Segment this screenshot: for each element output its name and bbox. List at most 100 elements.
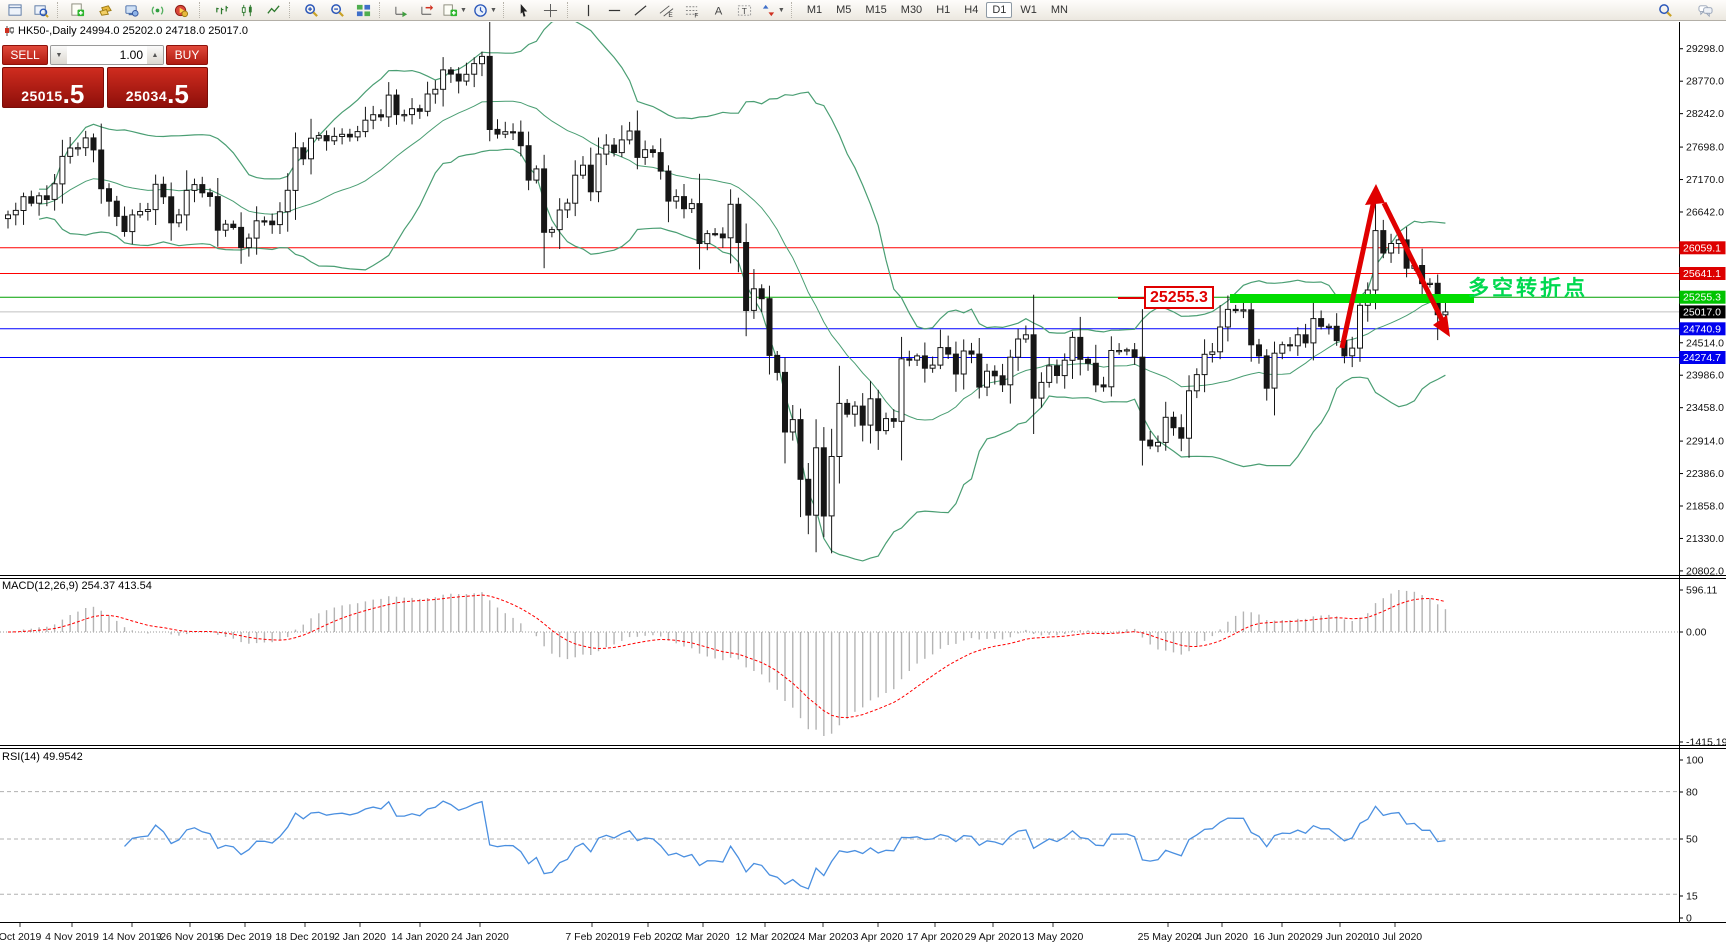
svg-text:23986.0: 23986.0: [1686, 370, 1724, 382]
volume-control: ▼ ▲: [50, 45, 164, 65]
gold-ingot-icon[interactable]: [92, 0, 118, 20]
timeframe-M15[interactable]: M15: [865, 4, 887, 16]
svg-text:24514.0: 24514.0: [1686, 337, 1724, 349]
svg-text:50: 50: [1686, 834, 1698, 846]
timeframe-MN[interactable]: MN: [1050, 4, 1068, 16]
text-icon[interactable]: A: [706, 0, 732, 20]
chat-icon[interactable]: [1692, 1, 1718, 21]
equidistant-channel-icon[interactable]: E: [654, 0, 680, 20]
svg-text:2 Jan 2020: 2 Jan 2020: [334, 931, 386, 943]
svg-text:23458.0: 23458.0: [1686, 402, 1724, 414]
svg-text:29298.0: 29298.0: [1686, 43, 1724, 55]
timeframe-H4[interactable]: H4: [964, 4, 979, 16]
macd-panel: [0, 590, 1679, 736]
chart-title-text: HK50-,Daily 24994.0 25202.0 24718.0 2501…: [18, 25, 248, 37]
candles: [5, 22, 1449, 554]
timeframe-D1[interactable]: D1: [986, 2, 1013, 18]
period-button[interactable]: ▼: [470, 0, 500, 20]
line-chart-icon[interactable]: [260, 0, 286, 20]
svg-text:28242.0: 28242.0: [1686, 108, 1724, 120]
svg-text:19 Feb 2020: 19 Feb 2020: [619, 931, 678, 943]
search-icon[interactable]: [1652, 1, 1678, 21]
crosshair-icon[interactable]: [538, 0, 564, 20]
chart-shift-icon[interactable]: [414, 0, 440, 20]
buy-price-main: 25034: [125, 88, 168, 104]
volume-decrease-button[interactable]: ▼: [51, 46, 67, 64]
macd-axis: 596.11 0.00 -1415.19: [1679, 585, 1726, 749]
panel-borders: [0, 22, 1726, 923]
svg-text:22914.0: 22914.0: [1686, 436, 1724, 448]
svg-text:4 Jun 2020: 4 Jun 2020: [1196, 931, 1248, 943]
timeframe-M1[interactable]: M1: [806, 4, 823, 16]
svg-text:29 Apr 2020: 29 Apr 2020: [965, 931, 1022, 943]
zoom-in-icon[interactable]: [298, 0, 324, 20]
rsi-label: RSI(14) 49.9542: [2, 751, 83, 763]
signal-icon[interactable]: [144, 0, 170, 20]
buy-button[interactable]: BUY: [166, 45, 208, 65]
cursor-icon[interactable]: [512, 0, 538, 20]
svg-text:10 Jul 2020: 10 Jul 2020: [1368, 931, 1422, 943]
svg-text:6 Dec 2019: 6 Dec 2019: [218, 931, 272, 943]
svg-text:0.00: 0.00: [1686, 627, 1707, 639]
zoom-out-icon[interactable]: [324, 0, 350, 20]
bar-chart-icon[interactable]: [208, 0, 234, 20]
timeframe-W1[interactable]: W1: [1020, 4, 1037, 16]
svg-text:17 Apr 2020: 17 Apr 2020: [907, 931, 964, 943]
timeframe-M30[interactable]: M30: [900, 4, 923, 16]
auto-scroll-icon[interactable]: [388, 0, 414, 20]
toolbar-separator: [566, 2, 573, 18]
svg-text:26059.1: 26059.1: [1683, 242, 1721, 254]
svg-text:-1415.19: -1415.19: [1686, 737, 1726, 749]
svg-text:100: 100: [1686, 755, 1704, 767]
fibonacci-icon[interactable]: F: [680, 0, 706, 20]
new-order-button[interactable]: [66, 0, 92, 20]
chart-title: HK50-,Daily 24994.0 25202.0 24718.0 2501…: [4, 25, 248, 37]
text-label-icon[interactable]: T: [732, 0, 758, 20]
volume-increase-button[interactable]: ▲: [147, 46, 163, 64]
volume-input[interactable]: [67, 46, 147, 64]
rsi-axis: 100 80 50 15 0: [1679, 755, 1704, 925]
svg-text:28770.0: 28770.0: [1686, 76, 1724, 88]
timeframe-H1[interactable]: H1: [936, 4, 951, 16]
turning-point-text[interactable]: 多空转折点: [1468, 277, 1588, 300]
svg-text:24 Mar 2020: 24 Mar 2020: [794, 931, 853, 943]
svg-text:20802.0: 20802.0: [1686, 565, 1724, 577]
svg-text:2 Mar 2020: 2 Mar 2020: [676, 931, 729, 943]
toolbar-separator: [379, 2, 385, 18]
drawing-annotations[interactable]: [1118, 184, 1474, 349]
svg-text:T: T: [742, 5, 747, 15]
svg-text:15: 15: [1686, 891, 1698, 903]
add-indicator-button[interactable]: ▼: [440, 0, 470, 20]
trendline-icon[interactable]: [628, 0, 654, 20]
tile-windows-icon[interactable]: [350, 0, 376, 20]
svg-text:21330.0: 21330.0: [1686, 533, 1724, 545]
chart-window-icon[interactable]: [2, 0, 28, 20]
candlestick-chart-icon[interactable]: [234, 0, 260, 20]
bollinger-bands: [38, 22, 1446, 562]
svg-text:27170.0: 27170.0: [1686, 174, 1724, 186]
sell-button[interactable]: SELL: [2, 45, 48, 65]
toolbar-separator: [790, 2, 797, 18]
one-click-trading-panel: SELL ▼ ▲ BUY 25015 .5 25034 .5: [2, 45, 208, 108]
svg-text:16 Jun 2020: 16 Jun 2020: [1253, 931, 1311, 943]
svg-text:24 Jan 2020: 24 Jan 2020: [451, 931, 509, 943]
profile-zoom-icon[interactable]: [28, 0, 54, 20]
annotation-price-label[interactable]: 25255.3: [1144, 286, 1214, 309]
svg-text:F: F: [695, 12, 699, 17]
sell-price-panel[interactable]: 25015 .5: [2, 67, 104, 108]
candlestick-mini-icon: [5, 26, 14, 36]
market-watch-icon[interactable]: [118, 0, 144, 20]
timeframe-M5[interactable]: M5: [836, 4, 852, 16]
toolbar-separator: [199, 2, 205, 18]
arrows-icon[interactable]: ▼: [758, 0, 788, 20]
vertical-line-icon[interactable]: [576, 0, 602, 20]
svg-text:596.11: 596.11: [1686, 585, 1717, 597]
horizontal-line-icon[interactable]: [602, 0, 628, 20]
svg-text:12 Mar 2020: 12 Mar 2020: [736, 931, 795, 943]
svg-text:29 Jun 2020: 29 Jun 2020: [1311, 931, 1369, 943]
buy-price-panel[interactable]: 25034 .5: [106, 67, 208, 108]
price-axis[interactable]: 29298.0 28770.0 28242.0 27698.0 27170.0 26642…: [1679, 43, 1726, 577]
autotrade-button[interactable]: [170, 0, 196, 20]
